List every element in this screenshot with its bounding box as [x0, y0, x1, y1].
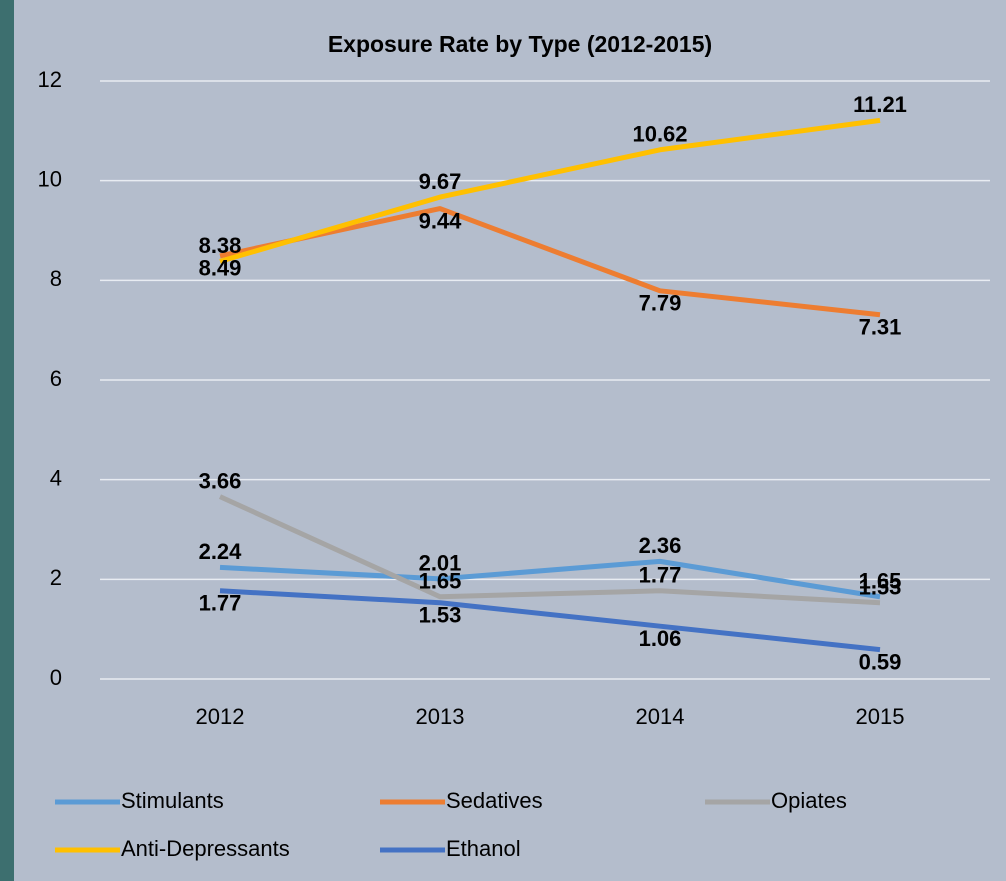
y-tick-label: 0	[50, 665, 62, 690]
data-label: 0.59	[859, 649, 902, 674]
data-label: 1.65	[419, 569, 462, 594]
legend-label: Sedatives	[446, 788, 543, 813]
data-label: 9.67	[419, 169, 462, 194]
x-tick-label: 2014	[636, 704, 685, 729]
x-tick-label: 2012	[196, 704, 245, 729]
y-tick-label: 10	[38, 166, 62, 191]
data-label: 2.01	[419, 551, 462, 576]
y-tick-label: 6	[50, 366, 62, 391]
chart-title: Exposure Rate by Type (2012-2015)	[328, 31, 712, 57]
data-label: 1.77	[639, 563, 682, 588]
legend-label: Opiates	[771, 788, 847, 813]
series-line	[219, 558, 881, 600]
series-line	[219, 588, 881, 653]
y-tick-label: 2	[50, 565, 62, 590]
x-tick-label: 2015	[856, 704, 905, 729]
y-tick-label: 12	[38, 67, 62, 92]
data-label: 3.66	[199, 468, 242, 493]
data-label: 8.49	[199, 256, 242, 281]
data-label: 1.53	[419, 603, 462, 628]
legend-label: Ethanol	[446, 836, 521, 861]
data-label: 7.79	[639, 291, 682, 316]
y-tick-label: 4	[50, 465, 62, 490]
series-line	[219, 206, 881, 318]
chart-background	[14, 0, 1006, 881]
data-label: 9.44	[419, 208, 463, 233]
x-tick-label: 2013	[416, 704, 465, 729]
y-tick-label: 8	[50, 266, 62, 291]
data-label: 1.65	[859, 569, 902, 594]
data-label: 8.38	[199, 233, 242, 258]
data-label: 2.24	[199, 539, 243, 564]
data-label: 10.62	[632, 122, 687, 147]
series-line	[218, 494, 881, 606]
data-label: 1.06	[639, 626, 682, 651]
data-label: 7.31	[859, 315, 902, 340]
legend-label: Anti-Depressants	[121, 836, 290, 861]
series-line	[219, 117, 881, 264]
data-label: 11.21	[853, 92, 907, 117]
data-label: 1.53	[859, 575, 902, 600]
data-label: 2.36	[639, 533, 682, 558]
data-label: 1.77	[199, 591, 242, 616]
legend-label: Stimulants	[121, 788, 224, 813]
